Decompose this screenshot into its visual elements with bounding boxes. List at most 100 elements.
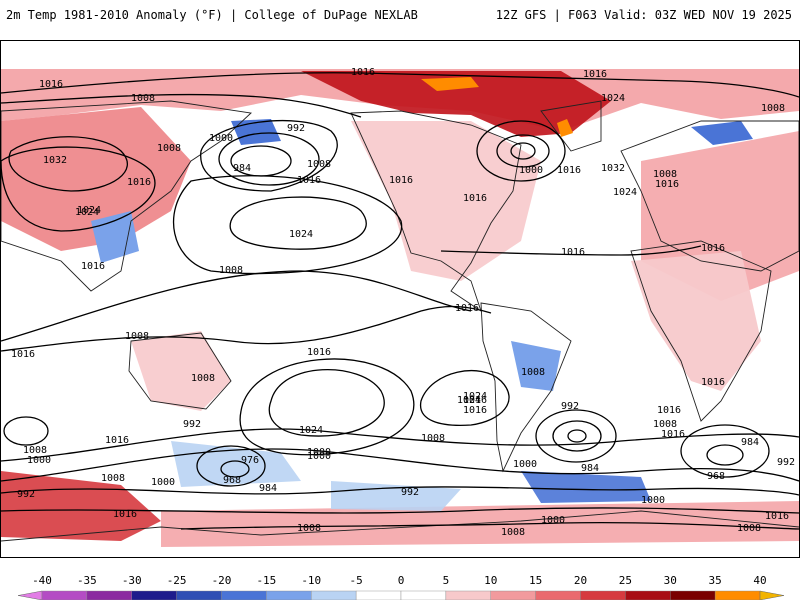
pressure-label: 1008 [737, 523, 761, 534]
pressure-label: 1016 [81, 261, 105, 272]
colorbar-tick-label: 25 [619, 574, 632, 587]
isobar-1016-pacific [172, 175, 403, 275]
pressure-label: 1000 [27, 455, 51, 466]
colorbar-tick-label: 15 [529, 574, 542, 587]
pressure-label: 1016 [561, 247, 585, 258]
isobar-1024-south-pacific [268, 368, 385, 437]
isobar-968-south-pacific-low [220, 460, 250, 478]
pressure-label: 1000 [307, 451, 331, 462]
colorbar-segment [86, 590, 132, 600]
china-cold-patch [91, 211, 139, 263]
isobar-976-south-pacific-low [196, 445, 266, 487]
anomaly-shading [1, 69, 799, 547]
isobar-992-north-atlantic [496, 134, 550, 168]
pressure-label: 1016 [105, 435, 129, 446]
isobar-1032-asia [8, 136, 128, 192]
siberia-warm-core [301, 71, 611, 137]
colorbar-segment [445, 590, 491, 600]
pressure-label: 1016 [765, 511, 789, 522]
isobar-984-north-atlantic [510, 142, 536, 160]
pressure-label: 984 [233, 163, 251, 174]
arctic-hot-spot [421, 77, 479, 91]
pressure-label: 984 [741, 437, 759, 448]
antarctic-cold-band [521, 471, 651, 503]
colorbar-tick-label: 30 [664, 574, 677, 587]
isobar-992-south-atlantic-low [535, 409, 617, 463]
pressure-label: 1024 [289, 229, 313, 240]
pressure-label: 1016 [351, 67, 375, 78]
isobar-1008-southern-ocean [1, 428, 799, 462]
isobar-1008-arctic [1, 93, 362, 118]
isobar-1016-atlantic [440, 245, 702, 256]
pressure-label: 1000 [541, 515, 565, 526]
pressure-label: 1016 [463, 405, 487, 416]
pressure-label: 1016 [701, 377, 725, 388]
pressure-label: 976 [241, 455, 259, 466]
pressure-label: 1016 [11, 349, 35, 360]
coastline-eurasia [1, 100, 799, 292]
africa-warm-region [631, 251, 761, 391]
colorbar-tick-label: -30 [122, 574, 142, 587]
isobar-1016-south-pacific [1, 305, 492, 352]
colorbar-tick-label: -10 [301, 574, 321, 587]
colorbar-segments [17, 590, 785, 600]
isobars [1, 72, 799, 530]
pressure-label: 1008 [501, 527, 525, 538]
colorbar-tick-label: -5 [350, 574, 363, 587]
pressure-label: 1008 [131, 93, 155, 104]
pressure-label: 992 [401, 487, 419, 498]
pressure-label: 992 [183, 419, 201, 430]
colorbar-segment [176, 590, 222, 600]
pressure-label: 1008 [23, 445, 47, 456]
pressure-label: 992 [17, 489, 35, 500]
isobar-1000-north-atlantic [476, 120, 566, 182]
colorbar-tick-label: -20 [212, 574, 232, 587]
pressure-label: 1016 [127, 177, 151, 188]
colorbar-segment [714, 590, 761, 600]
pressure-label: 1008 [157, 143, 181, 154]
pressure-label: 1024 [299, 425, 323, 436]
pressure-label: 1032 [43, 155, 67, 166]
pressure-label: 1016 [463, 395, 487, 406]
isobar-1024-pacific-high [229, 196, 367, 250]
asia-warm-region [1, 107, 191, 251]
pressure-label: 1008 [653, 419, 677, 430]
colorbar-segment [490, 590, 536, 600]
pressure-label: 992 [287, 123, 305, 134]
isobar-976-south-atlantic-low [567, 429, 587, 443]
colorbar-ticks: -40 -35 -30 -25 -20 -15 -10 -5 0 5 10 15 20 25 30 35 40 [32, 574, 767, 587]
pressure-label: 984 [259, 483, 277, 494]
isobar-992-aleutian [218, 132, 320, 186]
colorbar-tick-label: -40 [32, 574, 52, 587]
coastline-south-america [480, 302, 572, 473]
pressure-label: 1024 [457, 395, 481, 406]
model-run-info: 12Z GFS | F063 Valid: 03Z WED NOV 19 202… [495, 8, 792, 22]
pressure-label: 1016 [557, 165, 581, 176]
pressure-label: 1016 [661, 429, 685, 440]
colorbar-segment [670, 590, 716, 600]
pressure-label: 1016 [39, 79, 63, 90]
pressure-label: 1016 [113, 509, 137, 520]
pressure-label: 1008 [307, 159, 331, 170]
pressure-label: 1016 [307, 347, 331, 358]
isobar-1008-antarctic [180, 521, 799, 530]
colorbar-segment [535, 590, 581, 600]
northamerica-warm-region [351, 121, 541, 281]
isobar-984-south-atlantic-low [552, 420, 602, 452]
colorbar-segment [221, 590, 267, 600]
colorbar-tick-label: 0 [398, 574, 405, 587]
pressure-label: 968 [707, 471, 725, 482]
colorbar-tick-label: -25 [167, 574, 187, 587]
map-title: 2m Temp 1981-2010 Anomaly (°F) | College… [6, 8, 418, 22]
isobar-1024-south-atlantic [420, 369, 510, 427]
colorbar-segment [266, 590, 312, 600]
colorbar-tick-label: -15 [256, 574, 276, 587]
anomaly-colorbar: -40 -35 -30 -25 -20 -15 -10 -5 0 5 10 15 20 25 30 35 40 [0, 558, 800, 600]
greenland-hot-spot [557, 119, 573, 137]
pressure-label: 1016 [389, 175, 413, 186]
pressure-label: 1016 [463, 193, 487, 204]
southamerica-cold-patch [511, 341, 561, 391]
australia-warm-region [131, 331, 231, 411]
anomaly-map: 1016 1008 992 1000 1016 1024 1016 1032 1… [0, 40, 800, 558]
pressure-label: 1000 [513, 459, 537, 470]
